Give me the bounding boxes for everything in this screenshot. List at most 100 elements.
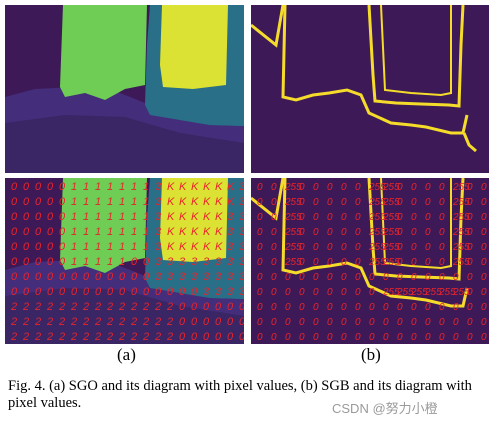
pixel-value: 3 — [203, 256, 210, 268]
pixel-value: 0 — [11, 226, 18, 238]
pixel-value: 0 — [481, 227, 487, 238]
figure-caption: Fig. 4. (a) SGO and its diagram with pix… — [8, 378, 472, 411]
pixel-value: 255 — [396, 287, 414, 298]
pixel-value: 0 — [467, 197, 473, 208]
pixel-value: 0 — [191, 331, 198, 343]
pixel-value: 0 — [481, 182, 487, 193]
pixel-value: 0 — [271, 272, 277, 283]
pixel-value: 3 — [191, 256, 198, 268]
pixel-value: 0 — [107, 286, 114, 298]
pixel-value: 0 — [439, 332, 445, 343]
pixel-value: 1 — [107, 181, 113, 193]
pixel-value: 0 — [341, 287, 347, 298]
pixel-value: 0 — [313, 302, 319, 313]
pixel-value: 0 — [257, 317, 263, 328]
pixel-value: 255 — [284, 242, 302, 253]
pixel-value: 1 — [107, 196, 113, 208]
pixel-value: 2 — [82, 316, 89, 328]
pixel-value: K — [215, 196, 223, 208]
sgo-image — [5, 5, 244, 173]
pixel-value: K — [215, 181, 223, 193]
pixel-value: 0 — [383, 317, 389, 328]
pixel-value: 1 — [83, 181, 89, 193]
pixel-value: 0 — [439, 212, 445, 223]
pixel-value: 0 — [355, 212, 361, 223]
pixel-value: K — [191, 196, 199, 208]
pixel-value: 0 — [227, 331, 234, 343]
pixel-value: 0 — [299, 272, 305, 283]
pixel-value: 0 — [83, 286, 90, 298]
pixel-value: 2 — [70, 316, 77, 328]
pixel-value: 0 — [383, 272, 389, 283]
pixel-value: 3 — [203, 271, 210, 283]
pixel-value: 0 — [481, 287, 487, 298]
pixel-value: 2 — [34, 301, 41, 313]
pixel-value: 0 — [327, 212, 333, 223]
pixel-value: 0 — [11, 241, 18, 253]
pixel-value: 0 — [369, 287, 375, 298]
pixel-value: 0 — [59, 256, 66, 268]
pixel-value: 0 — [369, 272, 375, 283]
pixel-value: 0 — [355, 302, 361, 313]
pixel-value: K — [203, 181, 211, 193]
pixel-value: 2 — [94, 316, 101, 328]
pixel-value: 0 — [425, 242, 431, 253]
pixel-value: 0 — [383, 302, 389, 313]
pixel-value: 0 — [481, 272, 487, 283]
pixel-value: 0 — [397, 302, 403, 313]
pixel-value: 2 — [130, 301, 137, 313]
pixel-value: 0 — [439, 317, 445, 328]
pixel-value: 3 — [239, 241, 244, 253]
pixel-value: 2 — [82, 301, 89, 313]
pixel-value: 0 — [23, 181, 30, 193]
pixel-value: 2 — [106, 331, 113, 343]
pixel-value: 0 — [467, 242, 473, 253]
pixel-value: 0 — [467, 287, 473, 298]
pixel-value: 0 — [47, 211, 54, 223]
pixel-value: 0 — [313, 272, 319, 283]
pixel-value: 0 — [327, 197, 333, 208]
pixel-value: 0 — [439, 197, 445, 208]
pixel-value: 0 — [257, 227, 263, 238]
pixel-value: 1 — [131, 226, 137, 238]
pixel-value: 0 — [481, 332, 487, 343]
pixel-value: 1 — [95, 256, 101, 268]
pixel-value: 0 — [35, 181, 42, 193]
pixel-value: 2 — [118, 316, 125, 328]
pixel-value: 0 — [481, 302, 487, 313]
pixel-value: 1 — [107, 256, 113, 268]
pixel-value: 1 — [71, 211, 77, 223]
pixel-value: 0 — [83, 271, 90, 283]
pixel-value: 0 — [411, 272, 417, 283]
pixel-value: 0 — [47, 286, 54, 298]
pixel-value: 0 — [397, 212, 403, 223]
pixel-value: 0 — [271, 227, 277, 238]
pixel-value: 2 — [142, 331, 149, 343]
pixel-value: 2 — [22, 301, 29, 313]
pixel-value: 0 — [341, 302, 347, 313]
pixel-value: 2 — [70, 301, 77, 313]
pixel-value: 255 — [284, 227, 302, 238]
pixel-value: 2 — [118, 301, 125, 313]
pixel-value: 0 — [47, 271, 54, 283]
pixel-value: 2 — [154, 301, 161, 313]
pixel-value: 0 — [11, 286, 18, 298]
pixel-value: 0 — [59, 181, 66, 193]
pixel-value: 0 — [313, 317, 319, 328]
pixel-value: 0 — [35, 241, 42, 253]
pixel-value: 0 — [341, 182, 347, 193]
pixel-value: 0 — [179, 316, 186, 328]
pixel-value: 0 — [119, 286, 126, 298]
pixel-value: 3 — [155, 271, 162, 283]
pixel-value: 0 — [425, 302, 431, 313]
pixel-value: 255 — [452, 227, 470, 238]
pixel-value: 255 — [368, 242, 386, 253]
pixel-value: K — [179, 241, 187, 253]
pixel-value: 2 — [130, 331, 137, 343]
pixel-value: 2 — [34, 316, 41, 328]
pixel-value: 1 — [83, 226, 89, 238]
pixel-value: 0 — [23, 226, 30, 238]
pixel-value: 0 — [299, 332, 305, 343]
pixel-value: 1 — [131, 241, 137, 253]
